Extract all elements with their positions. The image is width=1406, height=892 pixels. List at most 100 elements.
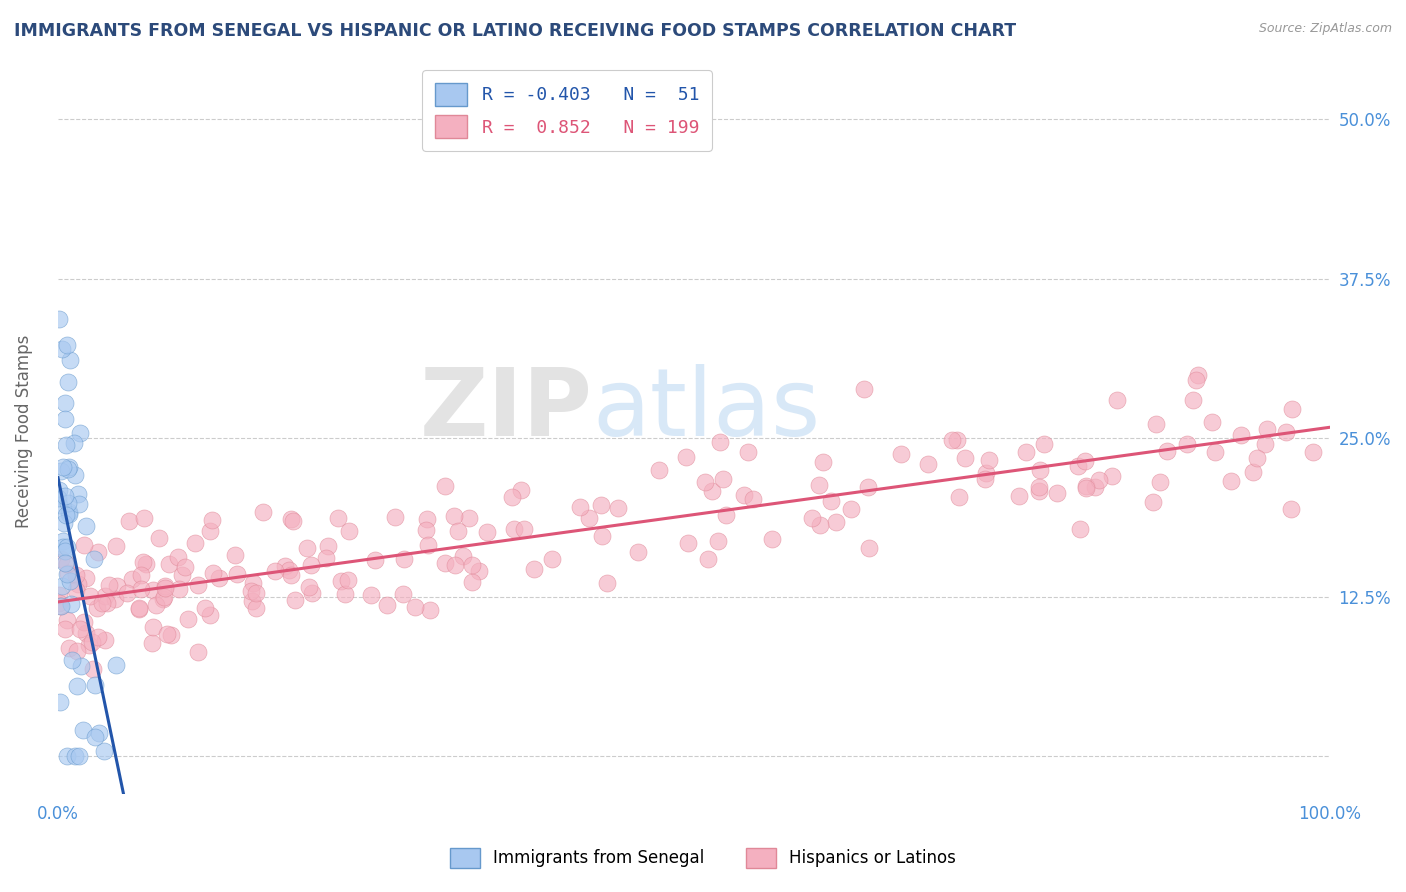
Point — [415, 524, 437, 538]
Point — [245, 586, 267, 600]
Point — [360, 588, 382, 602]
Point — [187, 578, 209, 592]
Point — [647, 462, 669, 476]
Point — [167, 582, 190, 596]
Point — [201, 513, 224, 527]
Point — [1015, 444, 1038, 458]
Point — [48, 499, 70, 513]
Point — [761, 532, 783, 546]
Point — [917, 457, 939, 471]
Point — [198, 524, 221, 538]
Point — [443, 509, 465, 524]
Point — [1142, 495, 1164, 509]
Point — [58, 496, 80, 510]
Point — [105, 580, 128, 594]
Point — [800, 511, 823, 525]
Point — [48, 599, 70, 614]
Point — [696, 552, 718, 566]
Point — [83, 678, 105, 692]
Point — [58, 641, 80, 656]
Point — [67, 497, 90, 511]
Point — [200, 608, 222, 623]
Point — [83, 552, 105, 566]
Point — [946, 433, 969, 447]
Point — [90, 596, 112, 610]
Point — [1149, 475, 1171, 489]
Point — [80, 634, 103, 648]
Point — [48, 311, 70, 326]
Point — [59, 352, 82, 367]
Point — [56, 749, 79, 764]
Point — [1254, 437, 1277, 451]
Point — [51, 464, 73, 478]
Point — [226, 566, 249, 581]
Point — [104, 539, 127, 553]
Point — [152, 591, 174, 605]
Point — [675, 450, 697, 465]
Point — [49, 695, 72, 709]
Point — [627, 545, 650, 559]
Legend: R = -0.403   N =  51, R =  0.852   N = 199: R = -0.403 N = 51, R = 0.852 N = 199 — [422, 70, 711, 151]
Point — [384, 509, 406, 524]
Point — [53, 395, 76, 409]
Point — [1275, 425, 1298, 439]
Point — [839, 501, 862, 516]
Point — [72, 723, 94, 737]
Point — [159, 628, 181, 642]
Point — [86, 601, 108, 615]
Point — [59, 598, 82, 612]
Point — [460, 558, 482, 573]
Point — [49, 552, 72, 566]
Point — [280, 512, 302, 526]
Point — [280, 567, 302, 582]
Point — [1187, 368, 1209, 383]
Point — [115, 586, 138, 600]
Point — [1046, 486, 1069, 500]
Point — [503, 522, 526, 536]
Point — [104, 591, 127, 606]
Point — [808, 518, 831, 533]
Point — [49, 599, 72, 613]
Point — [70, 659, 93, 673]
Point — [281, 514, 304, 528]
Point — [1028, 483, 1050, 498]
Point — [51, 579, 73, 593]
Point — [67, 749, 90, 764]
Point — [1033, 437, 1056, 451]
Point — [60, 653, 83, 667]
Point — [59, 574, 82, 588]
Point — [737, 445, 759, 459]
Point — [1069, 522, 1091, 536]
Point — [132, 555, 155, 569]
Legend: Immigrants from Senegal, Hispanics or Latinos: Immigrants from Senegal, Hispanics or La… — [443, 841, 963, 875]
Point — [53, 412, 76, 426]
Y-axis label: Receiving Food Stamps: Receiving Food Stamps — [15, 334, 32, 528]
Point — [75, 625, 97, 640]
Point — [56, 558, 79, 572]
Point — [132, 511, 155, 525]
Point — [66, 644, 89, 658]
Point — [1101, 469, 1123, 483]
Point — [676, 536, 699, 550]
Point — [87, 544, 110, 558]
Point — [58, 505, 80, 519]
Point — [152, 591, 174, 606]
Point — [53, 622, 76, 636]
Point — [301, 586, 323, 600]
Point — [1229, 428, 1251, 442]
Point — [187, 645, 209, 659]
Point — [172, 567, 194, 582]
Point — [242, 575, 264, 590]
Point — [1204, 445, 1226, 459]
Point — [1281, 401, 1303, 416]
Point — [56, 614, 79, 628]
Point — [156, 627, 179, 641]
Point — [333, 587, 356, 601]
Point — [418, 538, 440, 552]
Point — [316, 539, 339, 553]
Point — [105, 657, 128, 672]
Point — [224, 548, 246, 562]
Point — [477, 524, 499, 539]
Point — [173, 559, 195, 574]
Point — [1028, 480, 1050, 494]
